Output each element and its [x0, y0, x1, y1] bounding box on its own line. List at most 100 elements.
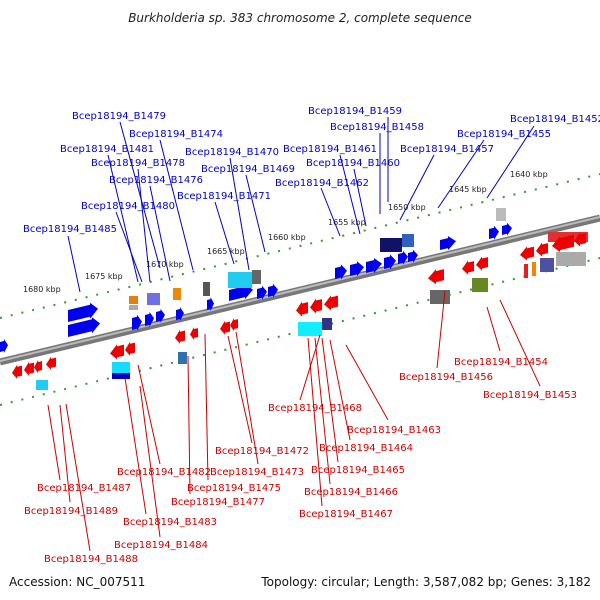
reverse-gene-arrow[interactable]	[125, 341, 135, 356]
forward-gene-arrow[interactable]	[440, 236, 456, 251]
reverse-gene-arrow[interactable]	[536, 242, 548, 257]
forward-gene-arrow[interactable]	[398, 250, 408, 265]
feature-box[interactable]	[112, 362, 130, 374]
gene-label[interactable]: Bcep18194_B1483	[123, 517, 217, 528]
gene-label[interactable]: Bcep18194_B1488	[44, 554, 138, 565]
forward-gene-arrow[interactable]	[68, 302, 98, 322]
reverse-gene-arrow[interactable]	[310, 298, 322, 314]
forward-gene-arrow[interactable]	[0, 339, 8, 354]
gene-label[interactable]: Bcep18194_B1477	[171, 497, 265, 508]
forward-gene-arrow[interactable]	[257, 285, 267, 300]
feature-box[interactable]	[496, 208, 506, 221]
gene-label[interactable]: Bcep18194_B1454	[454, 357, 548, 368]
gene-label[interactable]: Bcep18194_B1485	[23, 224, 117, 235]
feature-box[interactable]	[112, 373, 130, 379]
reverse-gene-arrow[interactable]	[574, 232, 586, 247]
gene-label[interactable]: Bcep18194_B1478	[91, 158, 185, 169]
feature-box[interactable]	[556, 252, 586, 266]
reverse-gene-arrow[interactable]	[520, 246, 534, 261]
forward-gene-arrow[interactable]	[366, 258, 382, 274]
feature-box[interactable]	[322, 318, 332, 330]
gene-label[interactable]: Bcep18194_B1476	[109, 175, 203, 186]
reverse-gene-arrow[interactable]	[230, 318, 238, 332]
gene-label[interactable]: Bcep18194_B1464	[319, 443, 413, 454]
feature-box[interactable]	[173, 288, 181, 300]
gene-label[interactable]: Bcep18194_B1482	[117, 467, 211, 478]
gene-label[interactable]: Bcep18194_B1487	[37, 483, 131, 494]
gene-label[interactable]: Bcep18194_B1489	[24, 506, 118, 517]
gene-label[interactable]: Bcep18194_B1463	[347, 425, 441, 436]
forward-gene-arrow[interactable]	[176, 307, 184, 322]
forward-gene-arrow[interactable]	[132, 314, 142, 331]
reverse-gene-arrow[interactable]	[462, 260, 474, 275]
reverse-gene-arrow[interactable]	[34, 360, 42, 374]
gene-label[interactable]: Bcep18194_B1455	[457, 129, 551, 140]
gene-label[interactable]: Bcep18194_B1465	[311, 465, 405, 476]
gene-label[interactable]: Bcep18194_B1484	[114, 540, 208, 551]
forward-gene-arrow[interactable]	[502, 222, 512, 236]
forward-gene-arrow[interactable]	[229, 284, 253, 301]
feature-box[interactable]	[524, 264, 528, 278]
forward-gene-arrow[interactable]	[335, 264, 347, 280]
leader-line	[139, 385, 161, 538]
reverse-gene-arrow[interactable]	[552, 234, 574, 253]
feature-box[interactable]	[203, 282, 210, 296]
reverse-gene-arrow[interactable]	[12, 364, 22, 379]
gene-label[interactable]: Bcep18194_B1480	[81, 201, 175, 212]
forward-gene-arrow[interactable]	[145, 311, 154, 327]
gene-label[interactable]: Bcep18194_B1462	[275, 178, 369, 189]
gene-label[interactable]: Bcep18194_B1459	[308, 106, 402, 117]
gene-label[interactable]: Bcep18194_B1471	[177, 191, 271, 202]
gene-label[interactable]: Bcep18194_B1481	[60, 144, 154, 155]
reverse-gene-arrow[interactable]	[175, 329, 185, 344]
feature-box[interactable]	[430, 290, 450, 304]
gene-label[interactable]: Bcep18194_B1457	[400, 144, 494, 155]
forward-gene-arrow[interactable]	[156, 308, 165, 323]
gene-label[interactable]: Bcep18194_B1458	[330, 122, 424, 133]
gene-label[interactable]: Bcep18194_B1453	[483, 390, 577, 401]
gene-label[interactable]: Bcep18194_B1474	[129, 129, 223, 140]
reverse-gene-arrow[interactable]	[324, 295, 338, 311]
forward-gene-arrow[interactable]	[384, 254, 396, 270]
forward-gene-arrow[interactable]	[268, 283, 278, 298]
gene-label[interactable]: Bcep18194_B1461	[283, 144, 377, 155]
reverse-gene-arrow[interactable]	[190, 327, 198, 341]
gene-label[interactable]: Bcep18194_B1460	[306, 158, 400, 169]
reverse-gene-arrow[interactable]	[46, 356, 56, 370]
feature-box[interactable]	[298, 322, 322, 336]
feature-box[interactable]	[532, 262, 536, 276]
gene-label[interactable]: Bcep18194_B1467	[299, 509, 393, 520]
gene-label[interactable]: Bcep18194_B1456	[399, 372, 493, 383]
gene-label[interactable]: Bcep18194_B1469	[201, 164, 295, 175]
reverse-gene-arrow[interactable]	[296, 301, 308, 317]
gene-label[interactable]: Bcep18194_B1475	[187, 483, 281, 494]
gene-label[interactable]: Bcep18194_B1466	[304, 487, 398, 498]
reverse-gene-arrow[interactable]	[428, 269, 444, 285]
feature-box[interactable]	[228, 272, 252, 288]
feature-box[interactable]	[252, 270, 261, 284]
forward-gene-arrow[interactable]	[489, 225, 499, 240]
forward-gene-arrow[interactable]	[207, 297, 214, 312]
gene-label[interactable]: Bcep18194_B1473	[210, 467, 304, 478]
feature-box[interactable]	[380, 238, 402, 252]
gene-label[interactable]: Bcep18194_B1468	[268, 403, 362, 414]
feature-box[interactable]	[147, 293, 160, 305]
feature-box[interactable]	[36, 380, 48, 390]
gene-label[interactable]: Bcep18194_B1472	[215, 446, 309, 457]
gene-label[interactable]: Bcep18194_B1479	[72, 111, 166, 122]
gene-label[interactable]: Bcep18194_B1470	[185, 147, 279, 158]
forward-gene-arrow[interactable]	[408, 249, 418, 263]
feature-box[interactable]	[402, 234, 414, 247]
forward-gene-arrow[interactable]	[350, 261, 364, 277]
reverse-gene-arrow[interactable]	[220, 320, 230, 335]
reverse-gene-arrow[interactable]	[24, 361, 34, 376]
feature-box[interactable]	[540, 258, 554, 272]
feature-box[interactable]	[178, 352, 187, 364]
feature-box[interactable]	[472, 278, 488, 292]
forward-gene-arrow[interactable]	[68, 317, 100, 337]
gene-label[interactable]: Bcep18194_B1452	[510, 114, 600, 125]
reverse-gene-arrow[interactable]	[110, 344, 124, 360]
reverse-gene-arrow[interactable]	[476, 256, 488, 271]
feature-box[interactable]	[129, 305, 138, 310]
feature-box[interactable]	[129, 296, 138, 304]
